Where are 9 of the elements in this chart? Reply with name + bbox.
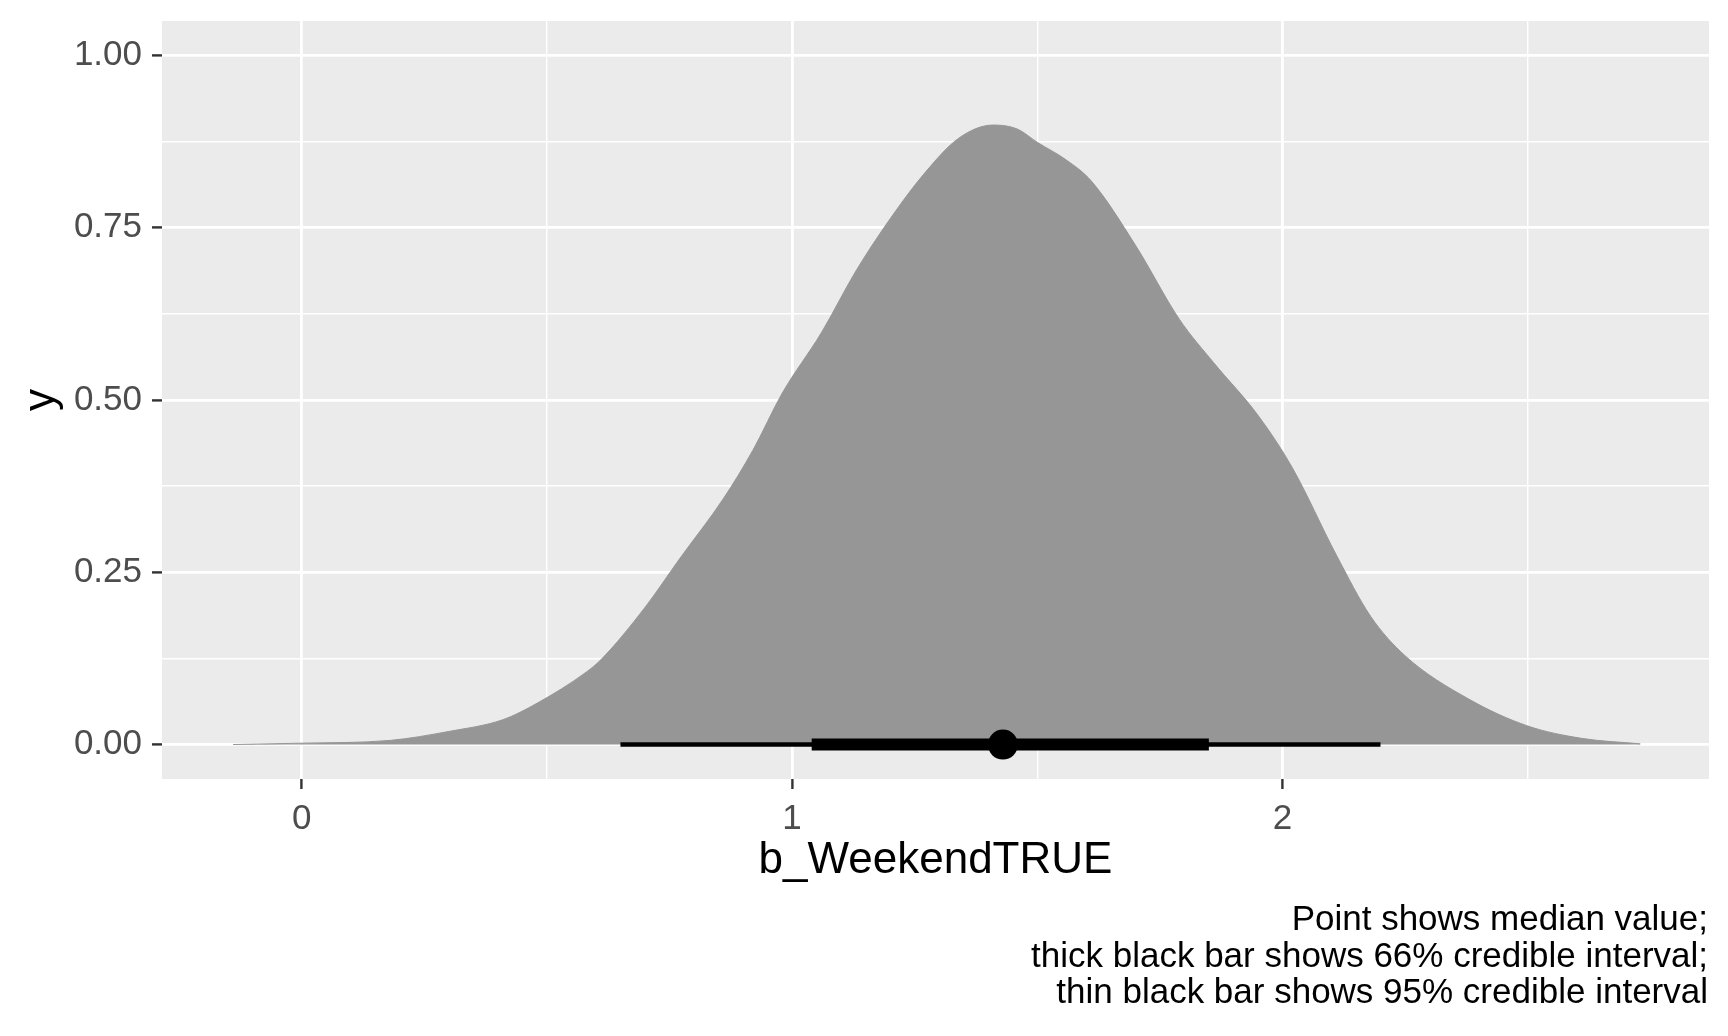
x-tick-label: 2 bbox=[1272, 796, 1293, 836]
y-tick-label: 0.25 bbox=[73, 549, 142, 589]
y-tick-label: 1.00 bbox=[73, 33, 142, 73]
text: Point shows median value; thick black bar shows 66% credible interval; thin black bar shows 95% credible interval bbox=[1031, 898, 1708, 1010]
y-axis-title: y bbox=[13, 389, 63, 411]
y-tick-label: 0.00 bbox=[73, 722, 142, 762]
x-tick-label: 0 bbox=[292, 796, 312, 836]
y-tick-label: 0.50 bbox=[73, 377, 142, 417]
y-tick-label: 0.75 bbox=[73, 205, 142, 245]
